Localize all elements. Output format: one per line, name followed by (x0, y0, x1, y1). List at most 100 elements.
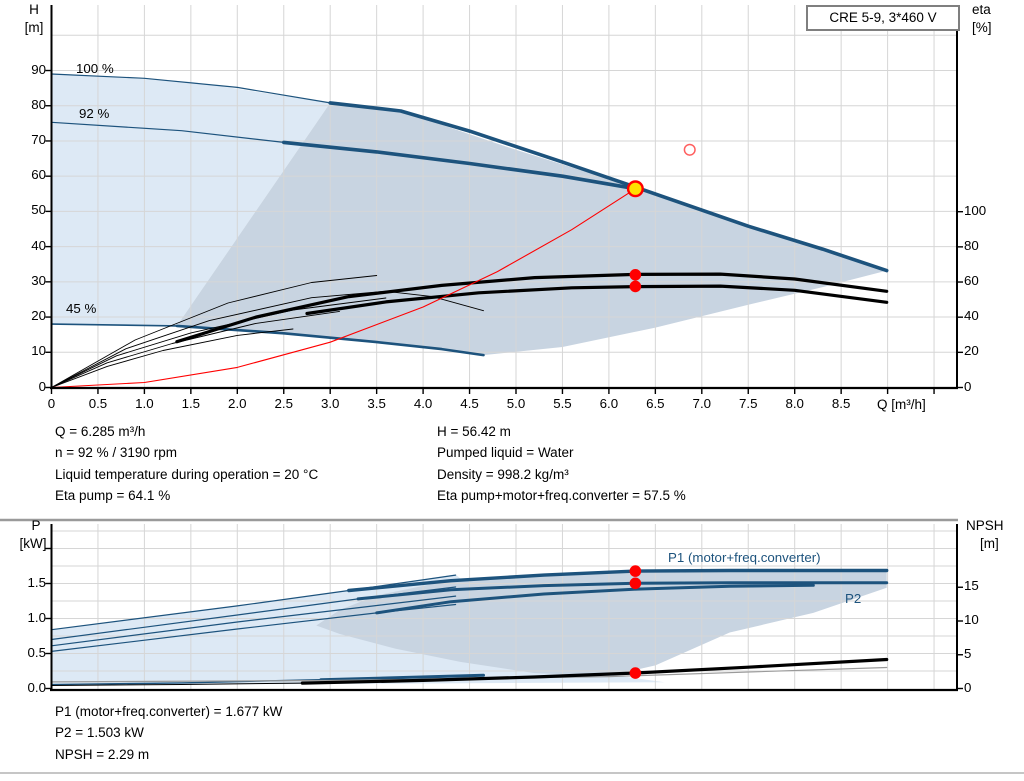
x-tick-label: 5.5 (553, 396, 572, 411)
bottom-right-tick-label: 10 (964, 612, 979, 627)
curve-92pct (282, 140, 638, 191)
x-tick-label: 1.0 (135, 396, 154, 411)
bottom-left-tick-label: 0.5 (27, 644, 47, 660)
p2-min-thick (319, 673, 485, 682)
duty-eta: Eta pump = 64.1 % (55, 487, 171, 503)
npsh-axis-unit: [m] (980, 536, 999, 551)
duty-density: Density = 998.2 kg/m³ (437, 466, 569, 482)
x-tick-label: 5.0 (506, 396, 526, 411)
top-right-tick-label: 100 (964, 202, 987, 218)
p1-curve (347, 568, 889, 593)
npsh-point (629, 667, 642, 679)
curve-92pct-thin (50, 121, 285, 143)
x-tick-label: 6.5 (646, 396, 665, 411)
x-tick-label: 3.0 (320, 396, 340, 411)
top-left-tick-label: 10 (31, 343, 46, 359)
top-left-tick-label: 20 (31, 308, 46, 324)
curve-100pct (328, 101, 889, 273)
top-left-tick-label: 70 (31, 131, 46, 147)
top-left-tick-label: 50 (31, 202, 46, 218)
p-axis-unit: [kW] (19, 536, 47, 551)
top-right-tick-label: 80 (964, 237, 979, 253)
p1-point (629, 565, 642, 577)
p2-curve-label: P2 (845, 591, 862, 606)
x-tick-label: 8.5 (831, 396, 851, 411)
x-tick-label: 7.5 (739, 396, 758, 411)
eta-speed-curve-5 (51, 275, 378, 388)
top-left-tick-label: 60 (31, 167, 46, 183)
duty-n: n = 92 % / 3190 rpm (55, 445, 177, 461)
eta-axis-title: eta (972, 2, 991, 17)
x-tick-label: 7.0 (692, 396, 712, 411)
x-tick-label: 2.0 (228, 396, 247, 411)
x-tick-label: 3.5 (367, 396, 386, 411)
top-left-tick-label: 30 (31, 272, 46, 288)
x-tick-label: 6.0 (599, 396, 619, 411)
curve-100pct-thin (50, 73, 331, 104)
eta-pump-curve (175, 272, 889, 344)
h-axis-title: H (29, 2, 39, 17)
x-tick-label: 4.0 (413, 396, 433, 411)
p-mid-curve (375, 583, 815, 615)
speed-label-92: 92 % (79, 106, 110, 121)
top-right-tick-label: 20 (964, 343, 979, 359)
x-tick-label: 8.0 (785, 396, 804, 411)
top-left-tick-label: 90 (31, 61, 46, 77)
bottom-right-tick-label: 5 (964, 645, 972, 661)
npsh-axis-title: NPSH (966, 518, 1004, 533)
top-right-tick-label: 0 (964, 378, 972, 394)
pump-type-box: CRE 5-9, 3*460 V (806, 5, 960, 31)
top-left-tick-label: 0 (38, 378, 46, 394)
npsh-curve (300, 657, 889, 685)
speed-label-100: 100 % (76, 61, 114, 76)
x-tick-label: 0.5 (88, 396, 108, 411)
duty-h: H = 56.42 m (437, 424, 511, 439)
power-envelope-region (316, 570, 887, 676)
operating-envelope-region (176, 102, 887, 356)
duty-point[interactable] (626, 180, 644, 198)
p2-curve (356, 581, 889, 601)
duty-liquid: Pumped liquid = Water (437, 445, 574, 461)
power-info: P1 (motor+freq.converter) = 1.677 kW P2 … (55, 701, 282, 765)
p1-speed-thin-3 (50, 595, 457, 647)
eta-speed-curve-1 (51, 328, 294, 388)
duty-q: Q = 6.285 m³/h (55, 424, 146, 439)
top-left-tick-label: 80 (31, 96, 46, 112)
p1-speed-thin-4 (50, 603, 457, 652)
p-axis-title: P (31, 518, 41, 533)
duty-eta-total: Eta pump+motor+freq.converter = 57.5 % (437, 487, 686, 503)
x-tick-label: 4.5 (460, 396, 479, 411)
system-curve (50, 188, 636, 389)
top-left-tick-label: 40 (31, 237, 46, 253)
duty-npsh: NPSH = 2.29 m (55, 746, 150, 762)
bottom-left-tick-label: 0.0 (27, 679, 47, 695)
h-axis-unit: [m] (24, 20, 44, 35)
bottom-left-tick-label: 1.0 (27, 609, 47, 625)
eta-total-point (629, 280, 642, 293)
eta-speed-curve-3 (51, 297, 387, 388)
top-right-tick-label: 60 (964, 273, 979, 289)
eta-speed-curve-2 (51, 310, 340, 388)
x-tick-label: 2.5 (274, 396, 294, 411)
duty-p2: P2 = 1.503 kW (55, 725, 144, 741)
p1-curve-label: P1 (motor+freq.converter) (668, 550, 821, 565)
speed-label-45: 45 % (66, 301, 97, 316)
x-tick-label: 1.5 (181, 396, 201, 411)
duty-p1: P1 (motor+freq.converter) = 1.677 kW (55, 704, 283, 719)
curve-45pct-thin (50, 323, 178, 327)
npsh-curve-thin (51, 682, 303, 686)
duty-info-left: Q = 6.285 m³/h n = 92 % / 3190 rpm Liqui… (55, 421, 318, 506)
bottom-left-tick-label: 1.5 (27, 574, 47, 590)
duty-info-right: H = 56.42 m Pumped liquid = Water Densit… (437, 421, 686, 506)
eta-total-curve (305, 284, 889, 316)
top-right-tick-label: 40 (964, 308, 979, 324)
x-tick-label: 0 (47, 396, 56, 411)
bottom-right-tick-label: 0 (964, 679, 972, 695)
p2-point (629, 577, 642, 590)
p1-speed-thin-1 (50, 574, 457, 631)
duty-temp: Liquid temperature during operation = 20… (55, 466, 319, 482)
eta-pump-point (629, 269, 642, 281)
eta-axis-unit: [%] (972, 20, 992, 35)
